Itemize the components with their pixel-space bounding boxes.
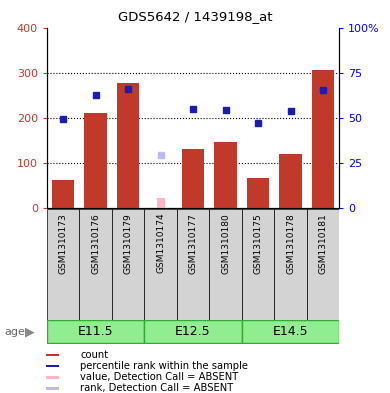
Bar bbox=[279, 154, 302, 208]
FancyBboxPatch shape bbox=[307, 209, 339, 320]
Bar bbox=[312, 70, 335, 208]
Text: GSM1310173: GSM1310173 bbox=[58, 213, 67, 274]
Text: E14.5: E14.5 bbox=[273, 325, 308, 338]
Bar bbox=[156, 198, 165, 208]
Text: GSM1310177: GSM1310177 bbox=[188, 213, 198, 274]
Text: GSM1310178: GSM1310178 bbox=[286, 213, 295, 274]
Bar bbox=[51, 180, 74, 208]
Bar bbox=[214, 142, 237, 208]
Bar bbox=[46, 387, 59, 389]
Text: value, Detection Call = ABSENT: value, Detection Call = ABSENT bbox=[80, 372, 238, 382]
Text: age: age bbox=[4, 327, 25, 337]
FancyBboxPatch shape bbox=[47, 209, 79, 320]
Text: GSM1310174: GSM1310174 bbox=[156, 213, 165, 274]
Bar bbox=[46, 376, 59, 378]
FancyBboxPatch shape bbox=[177, 209, 209, 320]
Text: GSM1310176: GSM1310176 bbox=[91, 213, 100, 274]
Text: rank, Detection Call = ABSENT: rank, Detection Call = ABSENT bbox=[80, 383, 234, 393]
Text: GDS5642 / 1439198_at: GDS5642 / 1439198_at bbox=[118, 10, 272, 23]
FancyBboxPatch shape bbox=[209, 209, 242, 320]
Text: GSM1310179: GSM1310179 bbox=[124, 213, 133, 274]
FancyBboxPatch shape bbox=[242, 209, 274, 320]
FancyBboxPatch shape bbox=[274, 209, 307, 320]
Bar bbox=[46, 354, 59, 356]
Bar bbox=[182, 149, 204, 208]
FancyBboxPatch shape bbox=[242, 320, 339, 343]
Bar bbox=[84, 114, 107, 208]
FancyBboxPatch shape bbox=[144, 209, 177, 320]
Text: percentile rank within the sample: percentile rank within the sample bbox=[80, 361, 248, 371]
FancyBboxPatch shape bbox=[47, 320, 144, 343]
Text: E11.5: E11.5 bbox=[78, 325, 113, 338]
Bar bbox=[247, 178, 269, 208]
Bar bbox=[46, 365, 59, 367]
Text: GSM1310181: GSM1310181 bbox=[319, 213, 328, 274]
FancyBboxPatch shape bbox=[144, 320, 242, 343]
Text: ▶: ▶ bbox=[25, 325, 35, 338]
FancyBboxPatch shape bbox=[79, 209, 112, 320]
Text: E12.5: E12.5 bbox=[175, 325, 211, 338]
Text: GSM1310180: GSM1310180 bbox=[221, 213, 230, 274]
FancyBboxPatch shape bbox=[112, 209, 144, 320]
Bar bbox=[117, 83, 140, 208]
Text: count: count bbox=[80, 350, 108, 360]
Text: GSM1310175: GSM1310175 bbox=[254, 213, 262, 274]
